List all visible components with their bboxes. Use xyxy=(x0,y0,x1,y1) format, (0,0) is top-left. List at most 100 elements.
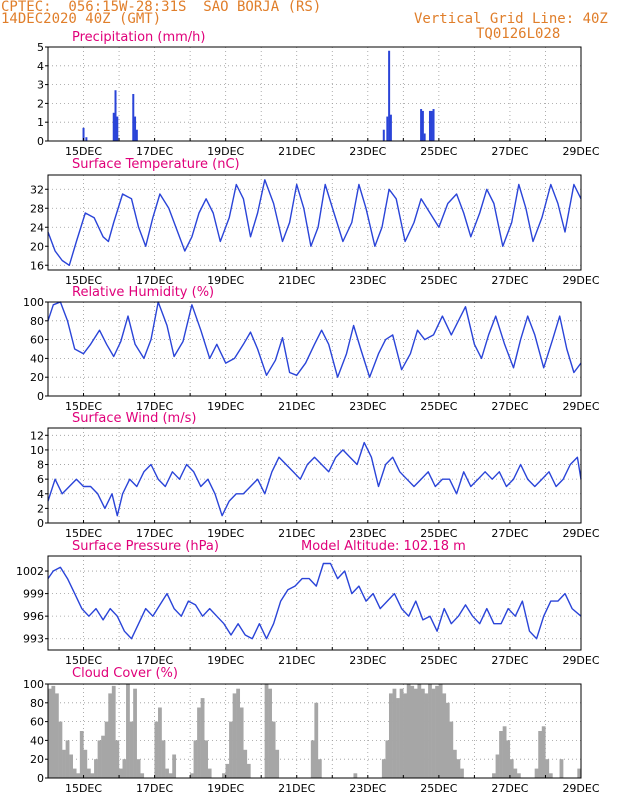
x-tick-label: 19DEC xyxy=(207,400,244,413)
bar xyxy=(410,685,415,778)
bar xyxy=(271,721,276,778)
y-tick-label: 100 xyxy=(23,296,44,309)
bar xyxy=(72,768,77,778)
bar xyxy=(197,707,201,778)
bar xyxy=(386,116,389,141)
panel-1: Precipitation (mm/h) 0 1 2 3 4 5 15DEC 17DEC 19DE… xyxy=(37,30,600,158)
bar xyxy=(135,129,138,141)
bar xyxy=(200,698,205,778)
bar xyxy=(314,702,319,778)
x-tick-label: 23DEC xyxy=(349,527,386,540)
bar xyxy=(442,693,447,778)
panel-title: Precipitation (mm/h) xyxy=(72,30,205,45)
bar xyxy=(413,688,418,778)
bar xyxy=(62,749,66,778)
x-tick-label: 29DEC xyxy=(562,400,599,413)
series-line xyxy=(47,301,582,378)
bar xyxy=(111,685,116,778)
y-tick-label: 999 xyxy=(23,588,44,601)
x-tick-label: 21DEC xyxy=(278,527,315,540)
y-tick-label: 1 xyxy=(37,116,44,129)
x-tick-label: 15DEC xyxy=(65,782,102,795)
y-tick-label: 12 xyxy=(30,429,44,442)
x-tick-label: 25DEC xyxy=(420,400,457,413)
station-line: CPTEC: 056:15W-28:31S SAO BORJA (RS) xyxy=(1,0,322,15)
bar xyxy=(207,768,212,778)
series-line xyxy=(47,562,582,640)
x-tick-label: 29DEC xyxy=(562,782,599,795)
x-tick-label: 15DEC xyxy=(65,527,102,540)
bar xyxy=(69,754,73,778)
y-tick-label: 2 xyxy=(37,97,44,110)
bar xyxy=(388,50,391,142)
bar xyxy=(232,693,237,778)
bar xyxy=(132,94,135,141)
bar xyxy=(432,109,435,141)
bar xyxy=(58,721,63,778)
bar xyxy=(399,688,404,778)
bar xyxy=(403,693,408,778)
bar xyxy=(104,721,109,778)
y-tick-label: 32 xyxy=(30,183,44,196)
bar xyxy=(438,684,443,778)
x-tick-label: 23DEC xyxy=(349,782,386,795)
bar xyxy=(421,110,424,141)
plot-frame xyxy=(47,555,582,651)
series-line xyxy=(47,179,582,266)
x-tick-label: 17DEC xyxy=(136,782,173,795)
y-tick-label: 20 xyxy=(30,371,44,384)
y-tick-label: 0 xyxy=(37,390,44,403)
x-tick-label: 15DEC xyxy=(65,145,102,158)
bar xyxy=(420,688,425,778)
x-tick-label: 15DEC xyxy=(65,274,102,287)
bar xyxy=(548,773,553,778)
y-tick-label: 80 xyxy=(30,315,44,328)
bar xyxy=(65,740,70,778)
y-tick-label: 100 xyxy=(23,678,44,691)
bar xyxy=(435,685,439,778)
x-tick-label: 19DEC xyxy=(207,782,244,795)
x-tick-label: 25DEC xyxy=(420,274,457,287)
bar xyxy=(129,721,134,778)
x-tick-label: 21DEC xyxy=(278,782,315,795)
bar xyxy=(502,726,507,778)
bar xyxy=(445,702,450,778)
y-tick-label: 0 xyxy=(37,772,44,785)
bar xyxy=(76,773,81,778)
bar xyxy=(317,759,322,778)
bar xyxy=(495,754,500,778)
y-tick-label: 996 xyxy=(23,610,44,623)
x-tick-label: 17DEC xyxy=(136,527,173,540)
bar xyxy=(86,768,91,778)
y-tick-label: 40 xyxy=(30,352,44,365)
bar xyxy=(396,698,400,778)
bar xyxy=(559,759,564,778)
x-tick-label: 27DEC xyxy=(491,400,528,413)
bar xyxy=(406,684,411,778)
x-tick-label: 19DEC xyxy=(207,274,244,287)
y-tick-label: 10 xyxy=(30,444,44,457)
y-tick-label: 3 xyxy=(37,79,44,92)
bar xyxy=(122,759,127,778)
bar xyxy=(51,685,56,778)
bar xyxy=(172,754,177,778)
x-tick-label: 25DEC xyxy=(420,654,457,667)
panel-title: Relative Humidity (%) xyxy=(72,285,214,300)
panel-5: Surface Pressure (hPa) Model Altitude: 10… xyxy=(16,539,600,667)
bar xyxy=(161,740,166,778)
x-tick-label: 25DEC xyxy=(420,145,457,158)
x-tick-label: 27DEC xyxy=(491,274,528,287)
bar xyxy=(90,773,95,778)
bar xyxy=(545,759,550,778)
y-tick-label: 0 xyxy=(37,517,44,530)
y-tick-label: 4 xyxy=(37,60,44,73)
panel-title: Cloud Cover (%) xyxy=(72,666,178,681)
bar xyxy=(513,768,518,778)
bar xyxy=(449,721,454,778)
y-tick-label: 24 xyxy=(30,221,44,234)
plot-frame xyxy=(47,427,582,524)
bar xyxy=(428,684,432,778)
y-tick-label: 20 xyxy=(30,753,44,766)
y-tick-label: 40 xyxy=(30,734,44,747)
bar xyxy=(225,763,230,778)
